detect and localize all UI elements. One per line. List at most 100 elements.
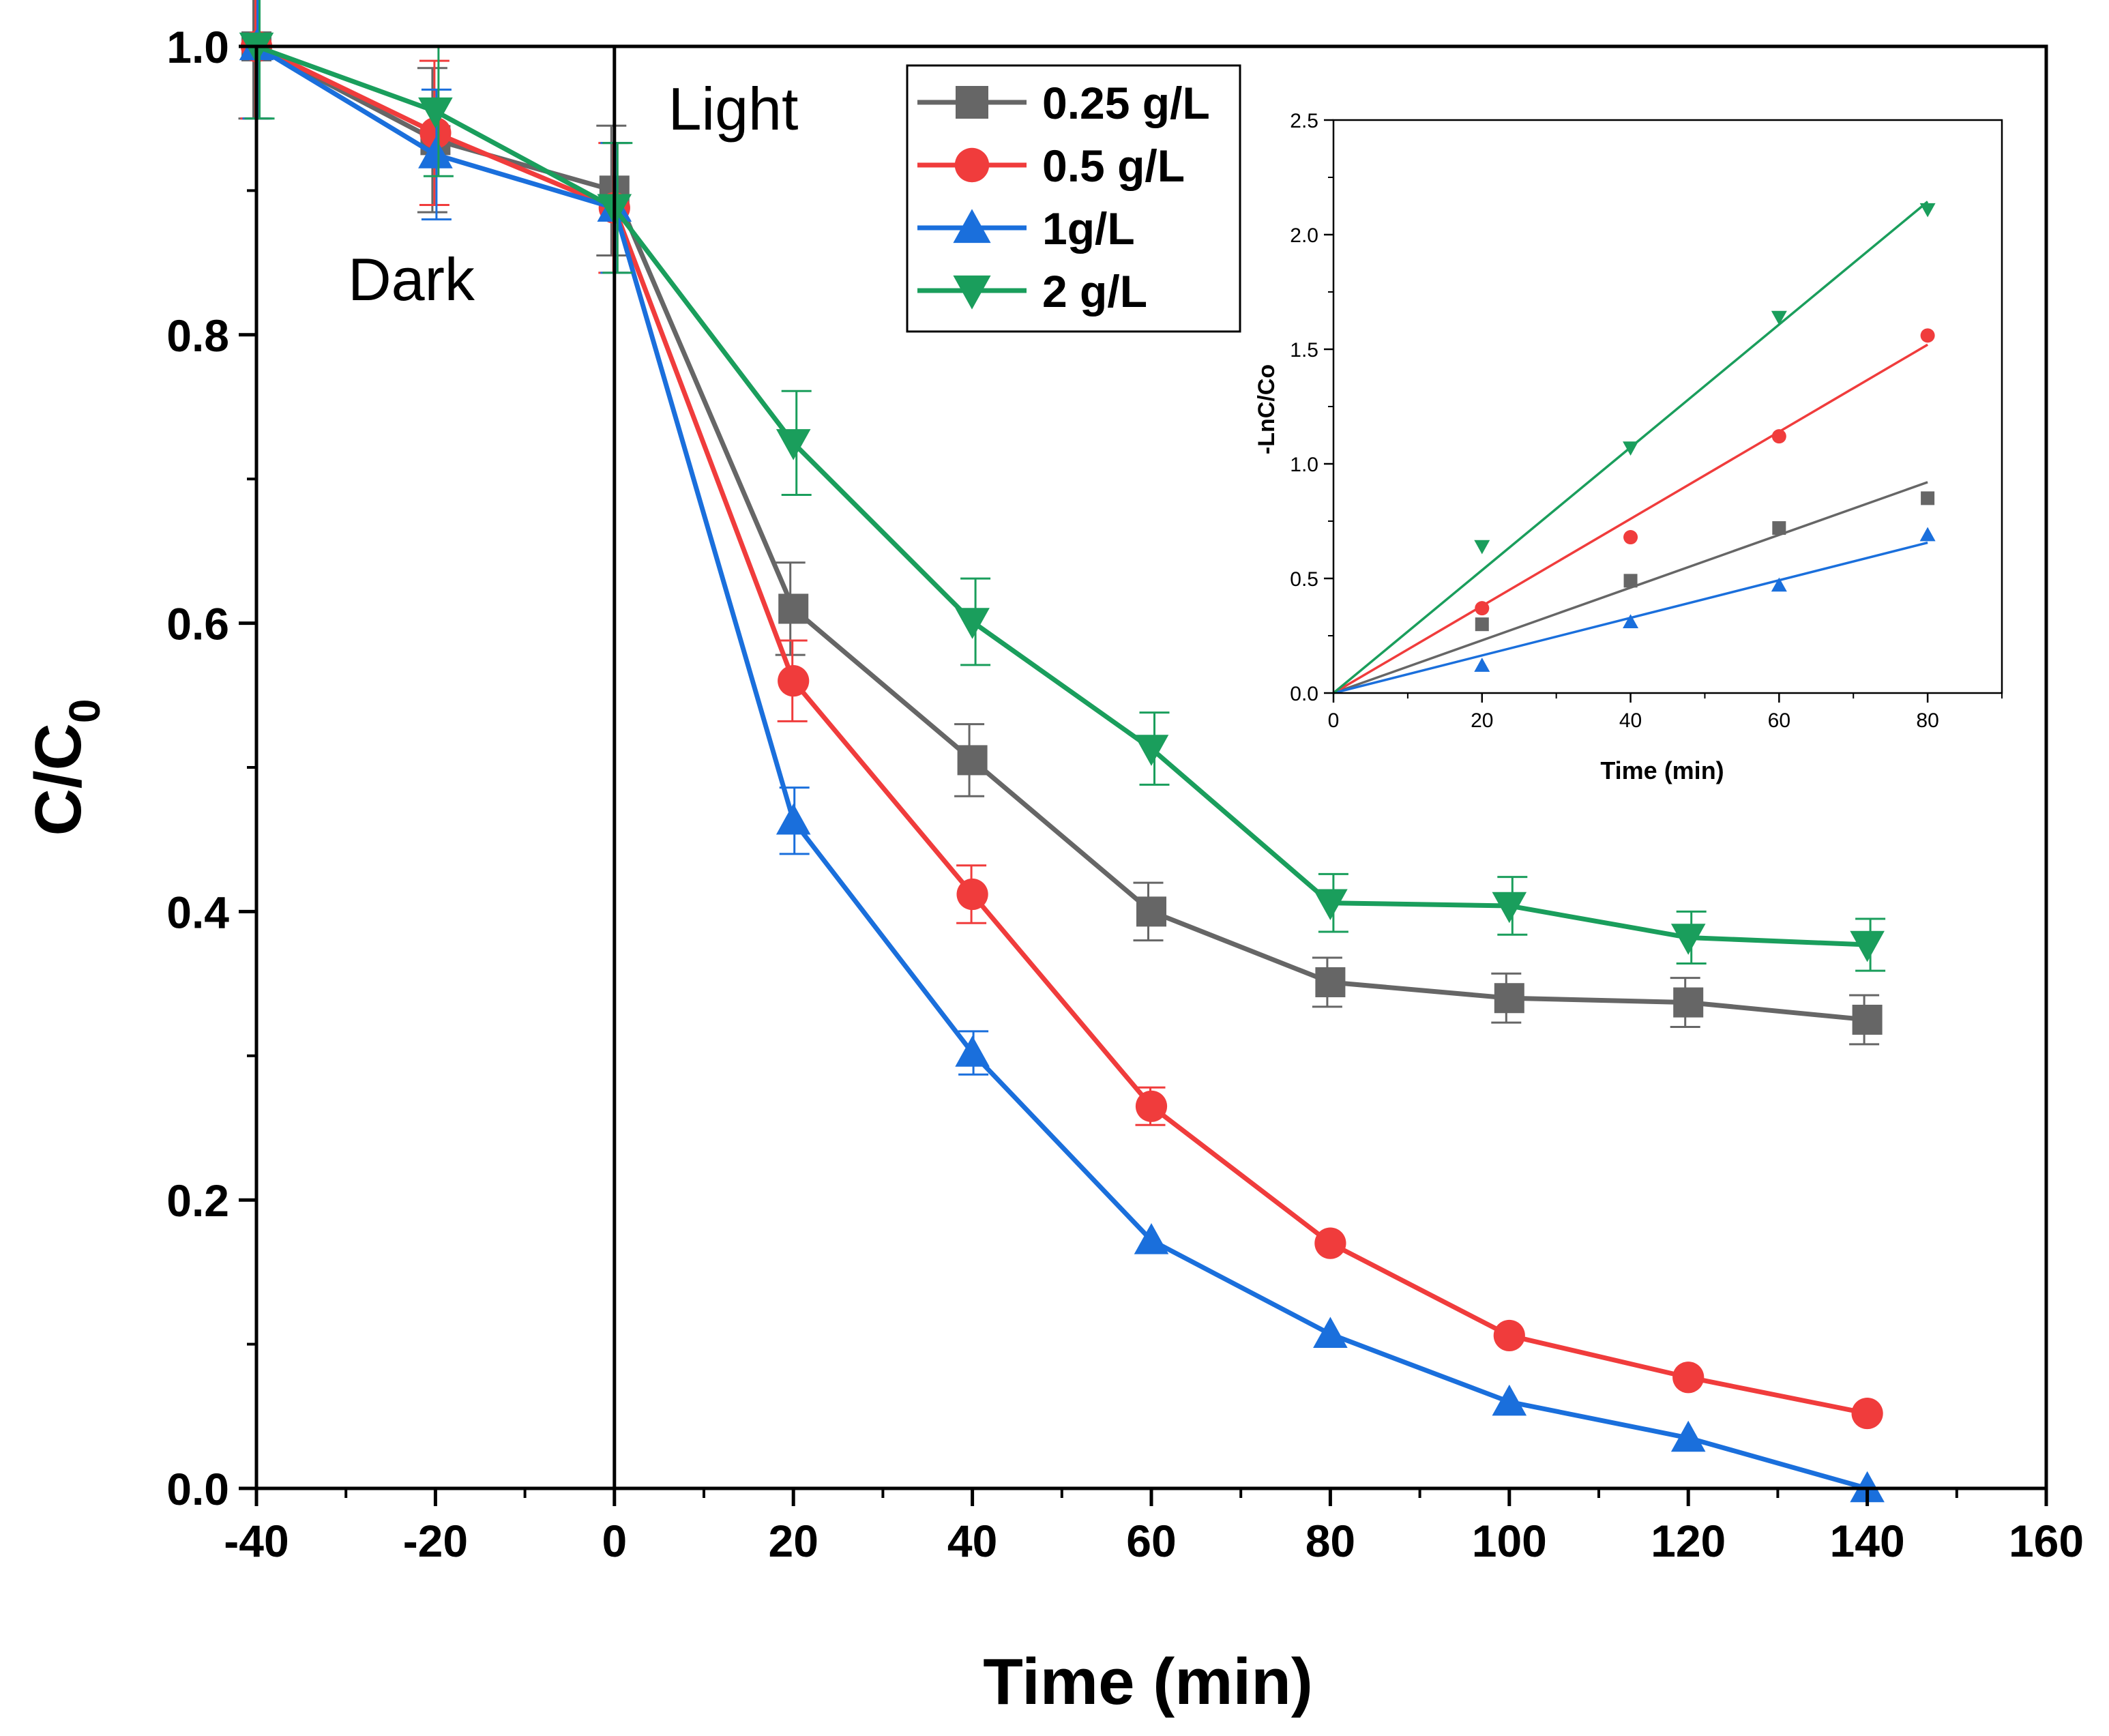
data-point: [1852, 1004, 1883, 1035]
data-point: [1850, 930, 1885, 962]
data-point: [1134, 1223, 1169, 1254]
data-point: [1672, 1362, 1705, 1394]
inset-y-tick-label: 2.0: [1290, 224, 1318, 247]
x-tick-label: 100: [1472, 1516, 1547, 1566]
data-point: [1313, 889, 1348, 921]
inset-data-point: [1474, 540, 1490, 555]
inset-x-tick-label: 0: [1328, 709, 1340, 732]
legend: 0.25 g/L 0.5 g/L 1g/L 2 g/L: [906, 64, 1241, 333]
inset-data-point: [1919, 527, 1936, 542]
inset-y-tick-label: 1.0: [1290, 454, 1318, 476]
x-tick-label: 0: [602, 1516, 627, 1566]
legend-label: 1g/L: [1042, 203, 1135, 254]
data-point: [1493, 1319, 1525, 1352]
inset-data-point: [1623, 441, 1639, 456]
legend-item: 0.25 g/L: [917, 78, 1210, 128]
data-point: [1673, 987, 1704, 1018]
y-tick-label: 0.6: [166, 599, 229, 649]
x-tick-label: 140: [1830, 1516, 1905, 1566]
x-tick-label: -20: [403, 1516, 468, 1566]
data-point: [1135, 1090, 1168, 1122]
y-tick-label: 0.0: [166, 1464, 229, 1514]
inset-x-tick-label: 20: [1471, 709, 1493, 732]
series-line: [255, 44, 1868, 1416]
data-point: [1492, 892, 1527, 924]
data-point: [1492, 1384, 1527, 1416]
inset-data-point: [1475, 601, 1490, 616]
inset-x-tick-label: 80: [1916, 709, 1938, 732]
inset-y-tick-label: 1.5: [1290, 339, 1318, 362]
inset-data-point: [1771, 577, 1787, 592]
inset-data-point: [1771, 429, 1786, 444]
inset-fit-line: [1333, 343, 1928, 694]
data-point: [1315, 967, 1346, 997]
legend-marker: [953, 209, 991, 244]
x-tick-label: 160: [2009, 1516, 2084, 1566]
legend-marker: [953, 275, 991, 310]
data-point: [776, 803, 811, 835]
x-tick-label: 60: [1126, 1516, 1176, 1566]
data-point: [955, 1035, 990, 1067]
data-point: [1670, 924, 1706, 955]
data-point: [1136, 896, 1166, 927]
legend-item: 0.5 g/L: [917, 141, 1185, 191]
inset-data-point: [1623, 530, 1638, 545]
data-point: [1313, 1316, 1348, 1349]
inset-series-3: [1332, 201, 1936, 694]
y-axis-label-main: C/C: [22, 723, 95, 836]
data-point: [776, 429, 811, 460]
y-tick-label: 1.0: [166, 22, 229, 72]
legend-marker: [956, 86, 988, 119]
inset-series-1: [1333, 328, 1935, 694]
data-point: [956, 878, 988, 911]
inset-x-axis-label: Time (min): [1600, 756, 1724, 784]
main-plot: -40 -20 0 20 40 60 80 100 120 140 160 0.0 0.2 0.4 0.6 0…: [22, 0, 2084, 1718]
x-tick-label: -40: [224, 1516, 289, 1566]
inset-y-tick-label: 2.5: [1290, 110, 1318, 132]
inset-data-point: [1475, 617, 1489, 632]
inset-data-point: [1921, 491, 1935, 505]
inset-y-axis-label: -LnC/Co: [1254, 364, 1280, 454]
legend-label: 0.25 g/L: [1042, 78, 1210, 128]
y-tick-label: 0.2: [166, 1175, 229, 1226]
inset-y-tick-label: 0.5: [1290, 568, 1318, 591]
data-point: [1494, 983, 1524, 1014]
data-point: [955, 608, 990, 639]
y-axis-label: C/C0: [22, 699, 109, 836]
legend-marker: [954, 147, 990, 183]
y-tick-label: 0.4: [166, 887, 229, 937]
inset-series-0: [1333, 481, 1935, 694]
data-point: [1850, 1471, 1885, 1503]
x-axis-label: Time (min): [983, 1645, 1313, 1718]
y-tick-label: 0.8: [166, 310, 229, 361]
inset-fit-line: [1333, 481, 1928, 694]
series-line: [255, 44, 1868, 1491]
inset-series-2: [1333, 527, 1936, 694]
legend-item: 2 g/L: [917, 266, 1147, 317]
inset-data-point: [1772, 521, 1786, 535]
inset-plot: 0 20 40 60 80 0.0 0.5 1.0 1.5 2.0 2.5 Time (min) -Ln…: [1254, 110, 2003, 784]
x-tick-label: 40: [947, 1516, 997, 1566]
data-point: [1134, 735, 1169, 766]
inset-data-point: [1771, 310, 1787, 325]
legend-label: 0.5 g/L: [1042, 141, 1185, 191]
annotation-light: Light: [668, 75, 799, 143]
inset-y-tick-label: 0.0: [1290, 683, 1318, 705]
series-line: [255, 44, 1868, 947]
inset-x-tick-label: 60: [1768, 709, 1790, 732]
inset-x-tick-label: 40: [1619, 709, 1642, 732]
inset-data-point: [1919, 203, 1936, 218]
x-tick-label: 120: [1651, 1516, 1726, 1566]
inset-data-point: [1920, 328, 1935, 343]
data-point: [1670, 1420, 1706, 1452]
data-point: [418, 137, 453, 168]
data-point: [1851, 1397, 1883, 1430]
data-point: [1314, 1227, 1346, 1259]
data-point: [778, 665, 810, 697]
legend-item: 1g/L: [917, 203, 1135, 254]
series-line: [255, 44, 1868, 1023]
data-point: [418, 97, 453, 129]
y-axis-label-subscript: 0: [60, 699, 109, 724]
inset-data-point: [1623, 614, 1639, 629]
